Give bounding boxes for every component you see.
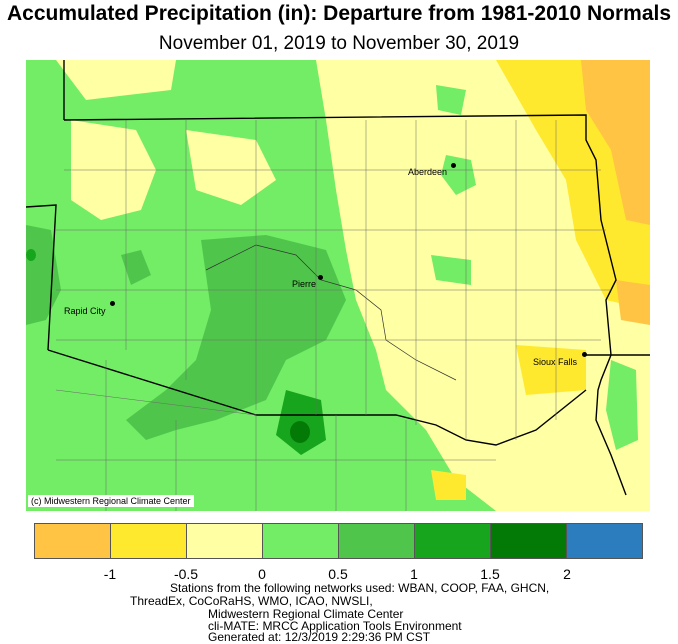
legend-tick: -1 [103,566,117,582]
dry-patch-south [431,470,466,500]
wet-spot-far-west [26,249,36,261]
state-boundary-east [63,114,627,496]
legend-swatch [339,524,415,558]
legend-tick: 0 [258,566,266,582]
legend-swatch [491,524,567,558]
legend-swatch [263,524,339,558]
aberdeen-marker [451,163,456,168]
very-dry-region-northeast [581,60,650,225]
wettest-spot [290,421,310,443]
legend-tick: 0.5 [328,566,348,582]
legend-tick: 2 [563,566,571,582]
legend-swatch [567,524,642,558]
dry-patch-north-edge [56,60,176,100]
legend-tick: 1.5 [480,566,500,582]
footer-mrcc: Midwestern Regional Climate Center [208,607,404,621]
county-lines [55,120,611,511]
map-title: Accumulated Precipitation (in): Departur… [6,2,672,25]
map-subtitle: November 01, 2019 to November 30, 2019 [158,33,520,54]
sioux-falls-marker [582,352,587,357]
color-legend [34,523,643,559]
pierre-marker [318,275,323,280]
wet-blob-iowa [606,360,638,450]
legend-swatch [415,524,491,558]
legend-tick: 1 [410,566,418,582]
footer-generated: Generated at: 12/3/2019 2:29:36 PM CST [208,630,431,644]
dry-patch-sioux-falls [516,345,586,395]
sioux-falls-label: Sioux Falls [533,357,578,367]
legend-tick: -0.5 [173,566,199,582]
wet-blob-east-central [431,255,471,285]
wet-band-central [126,235,346,440]
map-canvas [26,60,650,511]
dry-patch-north-central [186,130,276,205]
very-dry-patch-east [616,280,650,325]
state-boundary-west [26,204,57,351]
legend-swatch [187,524,263,558]
footer-networks-line1: Stations from the following networks use… [170,581,550,595]
map-credit: (c) Midwestern Regional Climate Center [28,495,194,507]
precipitation-map: Aberdeen Pierre Rapid City Sioux Falls (… [26,60,650,511]
pierre-label: Pierre [292,279,317,289]
footer-climate-tool: cli-MATE: MRCC Application Tools Environ… [208,619,462,633]
state-boundary-south [47,349,587,446]
legend-swatch [111,524,187,558]
footer-networks-line2: ThreadEx, CoCoRaHS, WMO, ICAO, NWSLI, [130,594,373,608]
wet-patch-rapid [121,250,151,285]
legend-swatch [35,524,111,558]
rapid-city-marker [110,301,115,306]
wet-blob-northeast [436,85,466,115]
aberdeen-label: Aberdeen [408,167,448,177]
wet-patch-west [26,225,61,325]
rapid-city-label: Rapid City [64,306,106,316]
wet-blob-aberdeen [441,155,476,195]
